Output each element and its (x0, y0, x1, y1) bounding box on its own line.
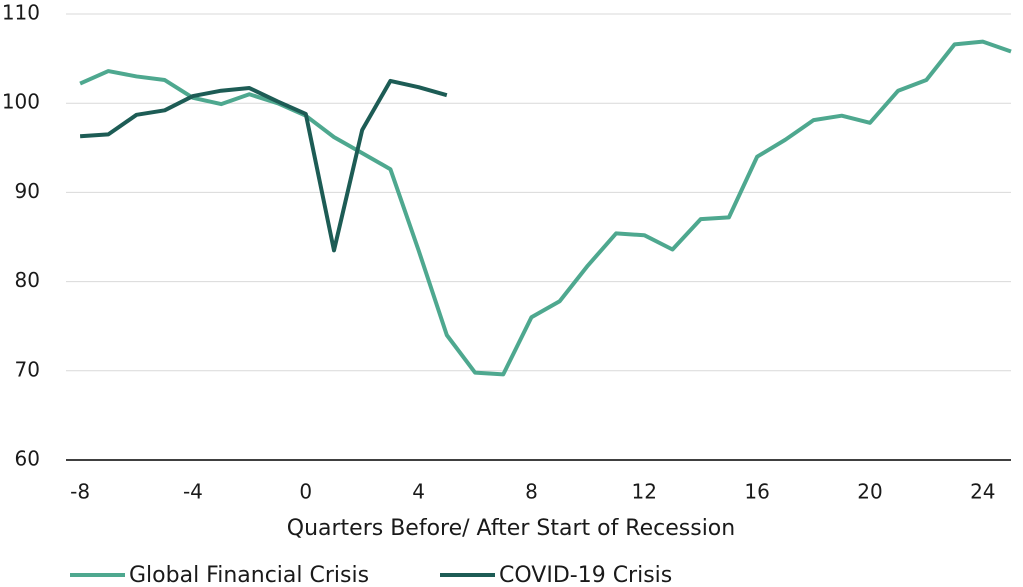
x-tick-label: 16 (744, 480, 769, 504)
line (79, 39, 1012, 377)
y-tick-label: 100 (2, 90, 40, 114)
x-tick-label: -4 (183, 480, 203, 504)
x-tick-label: 20 (857, 480, 882, 504)
x-tick-label: 4 (412, 480, 425, 504)
legend-label: Global Financial Crisis (129, 563, 369, 587)
x-tick-label: 24 (970, 480, 995, 504)
x-tick-label: 0 (299, 480, 312, 504)
legend-label: COVID-19 Crisis (499, 563, 672, 587)
y-tick-label: 110 (2, 1, 40, 25)
x-axis-label: Quarters Before/ After Start of Recessio… (287, 516, 735, 541)
y-tick-label: 90 (15, 179, 40, 203)
y-tick-label: 60 (15, 447, 40, 471)
y-tick-label: 80 (15, 268, 40, 292)
y-tick-label: 70 (15, 357, 40, 381)
line (79, 78, 448, 253)
x-tick-label: 12 (632, 480, 657, 504)
x-tick-label: 8 (525, 480, 538, 504)
x-tick-label: -8 (70, 480, 90, 504)
